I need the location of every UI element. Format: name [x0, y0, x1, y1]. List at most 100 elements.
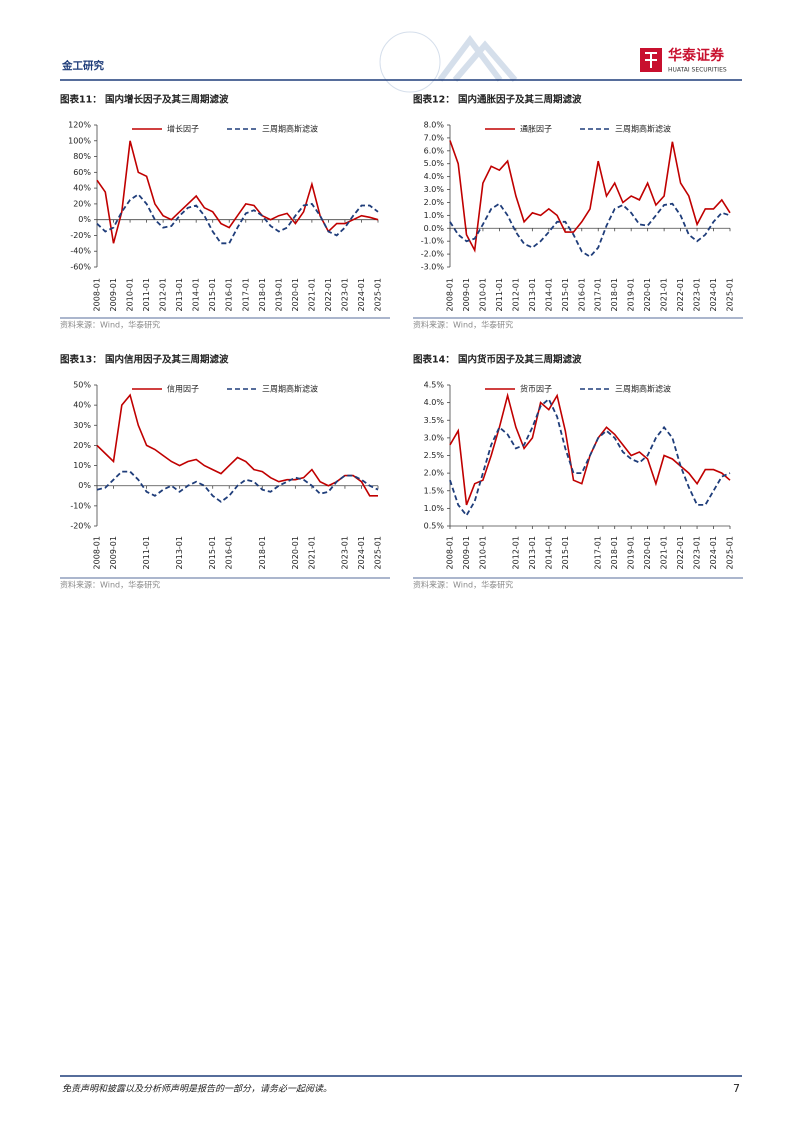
x-tick-label: 2021-01 [660, 536, 669, 569]
x-tick-label: 2025-01 [726, 278, 735, 311]
y-tick-label: 0.5% [424, 522, 445, 531]
x-tick-label: 2011-01 [142, 536, 151, 569]
x-tick-label: 2020-01 [291, 536, 300, 569]
legend-label: 三周期高斯滤波 [262, 384, 318, 394]
x-tick-label: 2015-01 [208, 278, 217, 311]
chart: 图表12： 国内通胀因子及其三周期滤波 -3.0% -2.0% -1.0% 0.0% 1.… [413, 94, 743, 330]
x-tick-label: 2017-01 [241, 278, 250, 311]
series-line [96, 140, 379, 244]
y-tick-label: 8.0% [424, 121, 445, 130]
series-line [96, 393, 378, 497]
x-tick-label: 2015-01 [208, 536, 217, 569]
x-tick-label: 2011-01 [495, 278, 504, 311]
x-tick-label: 2021-01 [307, 278, 316, 311]
y-tick-label: 40% [73, 184, 91, 193]
y-tick-label: 6.0% [424, 146, 445, 155]
logo-cn: 华泰证券 [668, 47, 725, 64]
legend-label: 三周期高斯滤波 [615, 384, 671, 394]
y-tick-label: 0% [78, 215, 91, 224]
chart: 图表11： 国内增长因子及其三周期滤波 -60% -40% -20% 0% 20% 40% 6… [60, 94, 390, 330]
disclaimer: 免责声明和披露以及分析师声明是报告的一部分，请务必一起阅读。 [62, 1084, 332, 1095]
series-line [96, 470, 379, 503]
x-tick-label: 2020-01 [643, 278, 652, 311]
x-tick-label: 2013-01 [175, 536, 184, 569]
x-tick-label: 2012-01 [511, 536, 520, 569]
x-tick-label: 2016-01 [577, 278, 586, 311]
x-tick-label: 2009-01 [109, 536, 118, 569]
x-tick-label: 2010-01 [478, 536, 487, 569]
x-tick-label: 2014-01 [192, 278, 201, 311]
y-tick-label: 1.0% [424, 211, 445, 220]
y-tick-label: -20% [70, 522, 91, 531]
x-tick-label: 2013-01 [528, 536, 537, 569]
x-tick-label: 2020-01 [291, 278, 300, 311]
y-tick-label: 2.0% [424, 469, 445, 478]
x-tick-label: 2014-01 [544, 278, 553, 311]
x-tick-label: 2024-01 [357, 536, 366, 569]
x-tick-label: 2023-01 [693, 278, 702, 311]
y-tick-label: -1.0% [421, 237, 445, 246]
series-line [449, 397, 731, 517]
x-tick-label: 2009-01 [462, 278, 471, 311]
y-tick-label: 3.0% [424, 185, 445, 194]
chart-title: 图表14： 国内货币因子及其三周期滤波 [413, 354, 582, 366]
y-tick-label: 50% [73, 381, 91, 390]
x-tick-label: 2023-01 [693, 536, 702, 569]
chart: 图表13： 国内信用因子及其三周期滤波 -20% -10% 0% 10% 20% 30% 40… [60, 354, 390, 590]
x-tick-label: 2025-01 [374, 536, 383, 569]
y-tick-label: -20% [70, 231, 91, 240]
y-tick-label: 1.5% [424, 486, 445, 495]
x-tick-label: 2019-01 [274, 278, 283, 311]
x-tick-label: 2019-01 [627, 278, 636, 311]
x-tick-label: 2019-01 [627, 536, 636, 569]
x-tick-label: 2024-01 [357, 278, 366, 311]
y-tick-label: 30% [73, 421, 91, 430]
x-tick-label: 2016-01 [225, 536, 234, 569]
chart: 图表14： 国内货币因子及其三周期滤波 0.5% 1.0% 1.5% 2.0% 2.5% 3… [413, 354, 743, 590]
y-tick-label: 100% [68, 136, 91, 145]
x-tick-label: 2018-01 [258, 278, 267, 311]
legend-label: 货币因子 [520, 384, 552, 394]
logo-en: HUATAI SECURITIES [668, 67, 727, 74]
x-tick-label: 2025-01 [374, 278, 383, 311]
series-line [449, 202, 731, 258]
x-tick-label: 2018-01 [258, 536, 267, 569]
legend-label: 增长因子 [167, 124, 199, 134]
y-tick-label: -3.0% [421, 263, 445, 272]
x-tick-label: 2015-01 [561, 278, 570, 311]
x-tick-label: 2018-01 [610, 278, 619, 311]
x-tick-label: 2009-01 [462, 536, 471, 569]
x-tick-label: 2018-01 [610, 536, 619, 569]
y-tick-label: 4.5% [424, 381, 445, 390]
x-tick-label: 2010-01 [478, 278, 487, 311]
y-tick-label: -2.0% [421, 250, 445, 259]
y-tick-label: 10% [73, 461, 91, 470]
y-tick-label: 7.0% [424, 133, 445, 142]
y-tick-label: 120% [68, 121, 91, 130]
y-tick-label: 80% [73, 152, 91, 161]
x-tick-label: 2014-01 [544, 536, 553, 569]
legend-label: 通胀因子 [520, 124, 552, 134]
x-tick-label: 2015-01 [561, 536, 570, 569]
y-tick-label: -10% [70, 501, 91, 510]
y-tick-label: 5.0% [424, 159, 445, 168]
y-tick-label: 3.0% [424, 433, 445, 442]
section-label: 金工研究 [61, 59, 104, 72]
source-note: 资料来源：Wind，华泰研究 [413, 320, 513, 330]
y-tick-label: -60% [70, 263, 91, 272]
x-tick-label: 2008-01 [446, 278, 455, 311]
x-tick-label: 2020-01 [643, 536, 652, 569]
header-decoration [379, 31, 518, 93]
x-tick-label: 2012-01 [159, 278, 168, 311]
chart-title: 图表12： 国内通胀因子及其三周期滤波 [413, 94, 582, 106]
x-tick-label: 2011-01 [142, 278, 151, 311]
x-tick-label: 2013-01 [175, 278, 184, 311]
x-tick-label: 2009-01 [109, 278, 118, 311]
logo-glyph [645, 52, 657, 68]
x-tick-label: 2012-01 [511, 278, 520, 311]
y-tick-label: -40% [70, 247, 91, 256]
y-tick-label: 4.0% [424, 172, 445, 181]
x-tick-label: 2022-01 [324, 278, 333, 311]
